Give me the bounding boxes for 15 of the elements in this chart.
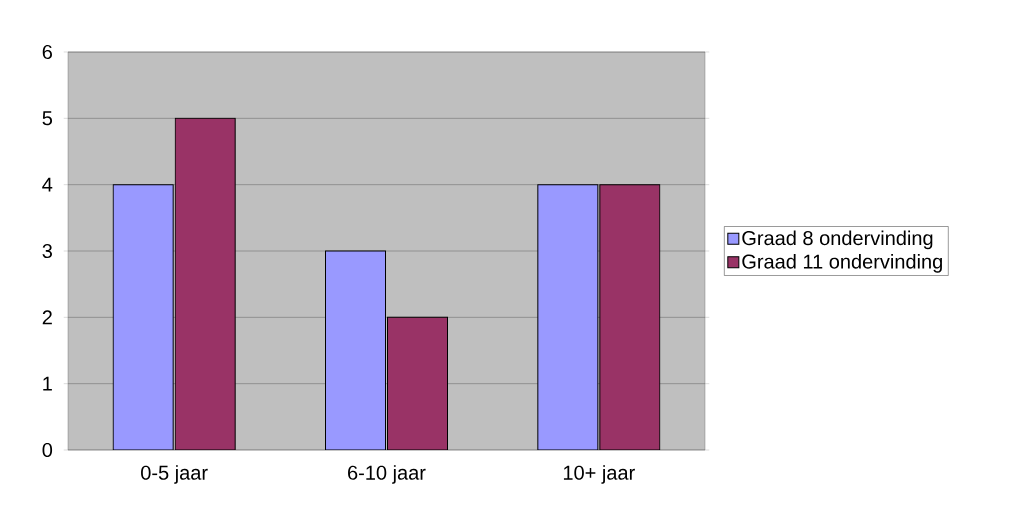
legend-label: Graad 11 ondervinding [742,254,942,273]
x-tick-label: 10+ jaar [563,465,635,484]
y-tick-label: 4 [42,177,53,192]
bar [325,250,386,450]
bar [537,184,599,450]
bar [112,184,174,450]
y-tick-label: 0 [42,442,53,458]
x-tick-label: 0-5 jaar [141,465,208,484]
x-tick-label: 6-10 jaar [348,465,426,484]
y-tick-label: 1 [43,376,52,391]
y-tick-label: 2 [42,310,52,325]
y-tick-label: 5 [42,111,53,126]
y-tick-label: 6 [42,44,52,60]
y-tick-label: 3 [42,243,52,259]
legend-label: Graad 8 ondervinding [742,230,933,250]
